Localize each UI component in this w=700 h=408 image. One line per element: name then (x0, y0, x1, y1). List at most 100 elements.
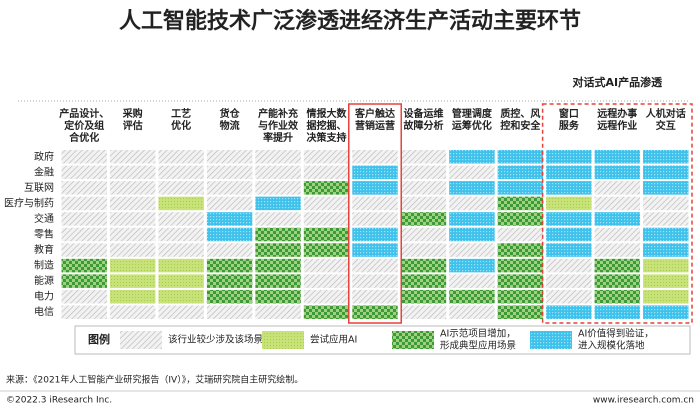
cell (594, 196, 641, 211)
legend-label: AI示范项目增加， (440, 328, 516, 340)
legend-label: AI价值得到验证， (578, 328, 654, 340)
cell (497, 289, 544, 304)
cell (449, 181, 495, 195)
cell (400, 227, 447, 242)
cell (352, 227, 398, 242)
cell (352, 181, 398, 195)
cell (303, 165, 350, 180)
cell (400, 258, 447, 273)
cell (206, 212, 253, 226)
cell (352, 196, 398, 211)
cell (449, 227, 495, 242)
cell (61, 196, 107, 211)
cell (352, 289, 398, 304)
cell (643, 258, 689, 273)
column-header: 评估 (123, 119, 143, 132)
legend-label: 尝试应用AI (310, 334, 357, 346)
cell (546, 212, 592, 226)
cell (61, 274, 107, 288)
cell (352, 243, 398, 257)
cell (61, 258, 107, 273)
row-label: 制造 (34, 259, 54, 272)
cell (449, 196, 495, 211)
cell (497, 165, 544, 180)
column-header: 故障分析 (403, 119, 443, 132)
cell (546, 227, 592, 242)
cell (255, 258, 301, 273)
cell (643, 289, 689, 304)
cell (497, 181, 544, 195)
cell (158, 243, 204, 257)
cell (643, 243, 689, 257)
cell (206, 165, 253, 180)
cell (449, 212, 495, 226)
cell (497, 212, 544, 226)
cell (303, 181, 350, 195)
cell (497, 196, 544, 211)
cell (158, 150, 204, 164)
cell (546, 258, 592, 273)
row-label: 零售 (34, 228, 54, 241)
column-header: 客户触达 (354, 107, 395, 120)
column-header: 物流 (220, 119, 240, 132)
cell (594, 258, 641, 273)
cell (109, 258, 156, 273)
column-header: 质控、风 (500, 107, 540, 120)
cell (546, 196, 592, 211)
cell (400, 165, 447, 180)
legend-box (74, 325, 691, 355)
cell (109, 305, 156, 319)
cell (206, 274, 253, 288)
annotation: 对话式AI产品渗透 (573, 75, 664, 89)
cell (643, 274, 689, 288)
cell (352, 150, 398, 164)
column-header: 服务 (559, 119, 580, 132)
cell (546, 274, 592, 288)
cell (158, 274, 204, 288)
cell (400, 243, 447, 257)
highlight-box (541, 103, 693, 324)
cell (255, 165, 301, 180)
legend-label: 该行业较少涉及该场景 (168, 334, 263, 346)
cell (449, 258, 495, 273)
column-header: 产能补充 (258, 107, 298, 120)
legend-title: 图例 (88, 332, 110, 346)
cell (255, 243, 301, 257)
cell (109, 243, 156, 257)
cell (206, 181, 253, 195)
cell (158, 258, 204, 273)
cell (158, 181, 204, 195)
cell (546, 165, 592, 180)
column-header: 定价及组 (64, 119, 104, 132)
row-label: 电力 (34, 290, 54, 303)
cell (158, 165, 204, 180)
cell (206, 289, 253, 304)
cell (643, 305, 689, 319)
column-header: 率提升 (263, 131, 293, 144)
legend-label: 进入规模化落地 (578, 340, 645, 352)
cell (352, 258, 398, 273)
column-header: 远程办事 (597, 107, 637, 120)
cell (594, 150, 641, 164)
column-header: 设备运维 (403, 107, 443, 120)
legend-label: 形成典型应用场景 (440, 340, 516, 352)
row-label: 政府 (34, 150, 54, 163)
legend-swatch (120, 331, 162, 349)
cell (158, 196, 204, 211)
cell (158, 289, 204, 304)
cell (61, 212, 107, 226)
cell (303, 305, 350, 319)
cell (594, 212, 641, 226)
cell (449, 305, 495, 319)
cell (255, 289, 301, 304)
column-header: 与作业效 (258, 119, 299, 132)
source: 来源：《2021年人工智能产业研究报告（IV）》，艾瑞研究院自主研究绘制。 (6, 374, 303, 386)
cell (400, 196, 447, 211)
cell (497, 274, 544, 288)
cell (206, 305, 253, 319)
cell (594, 243, 641, 257)
row-label: 金融 (34, 165, 54, 178)
row-label: 交通 (34, 212, 54, 225)
cell (303, 258, 350, 273)
